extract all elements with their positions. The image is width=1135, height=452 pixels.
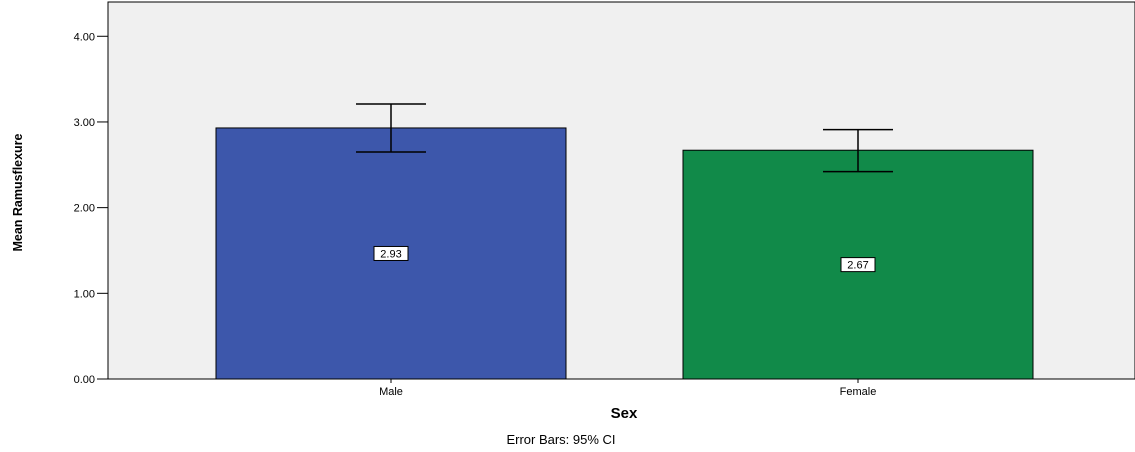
y-tick-label: 0.00 bbox=[74, 374, 95, 386]
x-tick-label-male: Male bbox=[379, 386, 403, 398]
y-tick-label: 3.00 bbox=[74, 117, 95, 129]
bar-male bbox=[215, 127, 567, 380]
y-tick-label: 1.00 bbox=[74, 288, 95, 300]
y-tick-label: 2.00 bbox=[74, 203, 95, 215]
x-axis-ticks: Male Female bbox=[379, 379, 876, 398]
data-label-female: 2.67 bbox=[840, 257, 876, 273]
x-axis-title: Sex bbox=[611, 405, 638, 422]
error-bar-female bbox=[823, 128, 893, 173]
data-labels: 2.93 2.67 bbox=[373, 245, 876, 273]
y-tick-label: 4.00 bbox=[74, 31, 95, 43]
error-bar-male bbox=[356, 103, 426, 153]
data-label-male: 2.93 bbox=[373, 245, 409, 261]
error-bars bbox=[356, 103, 893, 173]
y-axis-ticks: 0.00 1.00 2.00 3.00 4.00 bbox=[74, 31, 108, 386]
y-axis-title: Mean Ramusflexure bbox=[10, 134, 25, 252]
error-bars-footnote: Error Bars: 95% CI bbox=[506, 432, 615, 447]
svg-text:2.93: 2.93 bbox=[380, 248, 401, 260]
svg-text:2.67: 2.67 bbox=[847, 260, 868, 272]
x-tick-label-female: Female bbox=[840, 386, 877, 398]
